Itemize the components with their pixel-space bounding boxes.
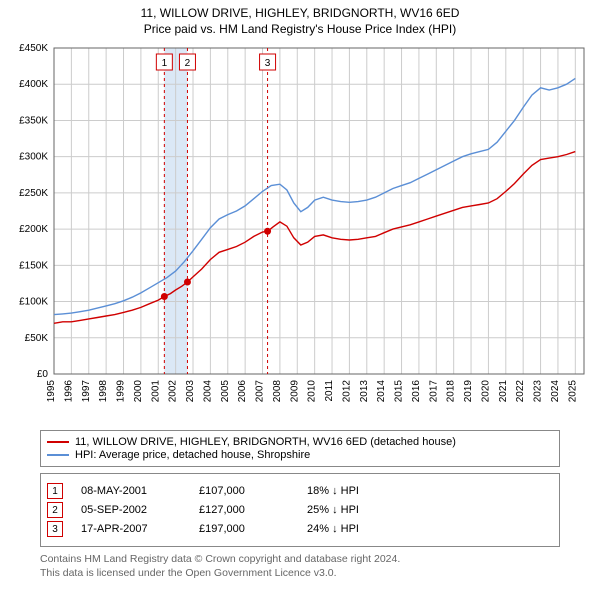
svg-text:1995: 1995 (46, 380, 57, 403)
svg-text:2005: 2005 (220, 380, 231, 403)
svg-text:2017: 2017 (428, 380, 439, 403)
svg-text:2: 2 (185, 58, 191, 69)
svg-text:1996: 1996 (63, 380, 74, 403)
svg-text:£0: £0 (37, 369, 49, 380)
svg-text:2025: 2025 (567, 380, 578, 403)
svg-text:2023: 2023 (533, 380, 544, 403)
svg-text:2020: 2020 (480, 380, 491, 403)
footnote-line1: Contains HM Land Registry data © Crown c… (40, 553, 560, 567)
svg-text:2003: 2003 (185, 380, 196, 403)
svg-text:2002: 2002 (168, 380, 179, 403)
legend-item: HPI: Average price, detached house, Shro… (47, 449, 553, 461)
event-price: £197,000 (199, 523, 289, 535)
svg-text:£300K: £300K (19, 152, 48, 163)
svg-text:2021: 2021 (498, 380, 509, 403)
chart-title-line2: Price paid vs. HM Land Registry's House … (6, 22, 594, 36)
svg-text:2000: 2000 (133, 380, 144, 403)
footnote: Contains HM Land Registry data © Crown c… (40, 553, 560, 580)
svg-text:2007: 2007 (255, 380, 266, 403)
svg-text:1999: 1999 (116, 380, 127, 403)
svg-text:£100K: £100K (19, 297, 48, 308)
svg-text:3: 3 (265, 58, 271, 69)
svg-text:£150K: £150K (19, 260, 48, 271)
svg-text:2004: 2004 (202, 380, 213, 403)
svg-text:2014: 2014 (376, 380, 387, 403)
svg-text:2015: 2015 (394, 380, 405, 403)
legend: 11, WILLOW DRIVE, HIGHLEY, BRIDGNORTH, W… (40, 430, 560, 467)
svg-text:2011: 2011 (324, 380, 335, 402)
event-delta: 18% ↓ HPI (307, 485, 553, 497)
svg-text:£450K: £450K (19, 43, 48, 54)
event-marker: 2 (47, 502, 63, 518)
svg-text:2012: 2012 (341, 380, 352, 403)
svg-text:£350K: £350K (19, 115, 48, 126)
event-marker: 3 (47, 521, 63, 537)
svg-text:1998: 1998 (98, 380, 109, 403)
event-table: 1 08-MAY-2001 £107,000 18% ↓ HPI 2 05-SEP-200… (40, 473, 560, 547)
event-date: 05-SEP-2002 (81, 504, 181, 516)
svg-text:2010: 2010 (307, 380, 318, 403)
svg-text:1997: 1997 (81, 380, 92, 403)
event-row: 1 08-MAY-2001 £107,000 18% ↓ HPI (47, 483, 553, 499)
event-row: 3 17-APR-2007 £197,000 24% ↓ HPI (47, 521, 553, 537)
legend-label: 11, WILLOW DRIVE, HIGHLEY, BRIDGNORTH, W… (75, 436, 456, 448)
svg-text:2008: 2008 (272, 380, 283, 403)
event-marker: 1 (47, 483, 63, 499)
event-price: £127,000 (199, 504, 289, 516)
footnote-line2: This data is licensed under the Open Gov… (40, 567, 560, 581)
svg-text:2013: 2013 (359, 380, 370, 403)
chart-title-line1: 11, WILLOW DRIVE, HIGHLEY, BRIDGNORTH, W… (6, 6, 594, 20)
event-price: £107,000 (199, 485, 289, 497)
svg-text:2018: 2018 (446, 380, 457, 403)
line-chart-svg: £0 £50K £100K £150K £200K £250K £300K £350K £400… (6, 42, 594, 422)
svg-text:£200K: £200K (19, 224, 48, 235)
svg-text:£400K: £400K (19, 79, 48, 90)
event-date: 17-APR-2007 (81, 523, 181, 535)
svg-text:£250K: £250K (19, 188, 48, 199)
svg-text:2001: 2001 (150, 380, 161, 403)
svg-text:2019: 2019 (463, 380, 474, 403)
svg-text:2024: 2024 (550, 380, 561, 403)
event-delta: 24% ↓ HPI (307, 523, 553, 535)
legend-swatch (47, 454, 69, 456)
event-delta: 25% ↓ HPI (307, 504, 553, 516)
legend-item: 11, WILLOW DRIVE, HIGHLEY, BRIDGNORTH, W… (47, 436, 553, 448)
svg-text:2016: 2016 (411, 380, 422, 403)
svg-text:2022: 2022 (515, 380, 526, 403)
svg-text:£50K: £50K (25, 333, 49, 344)
event-row: 2 05-SEP-2002 £127,000 25% ↓ HPI (47, 502, 553, 518)
svg-text:1: 1 (162, 58, 168, 69)
svg-text:2006: 2006 (237, 380, 248, 403)
legend-swatch (47, 441, 69, 443)
legend-label: HPI: Average price, detached house, Shro… (75, 449, 310, 461)
event-date: 08-MAY-2001 (81, 485, 181, 497)
svg-text:2009: 2009 (289, 380, 300, 403)
chart-area: £0 £50K £100K £150K £200K £250K £300K £350K £400… (6, 42, 594, 422)
